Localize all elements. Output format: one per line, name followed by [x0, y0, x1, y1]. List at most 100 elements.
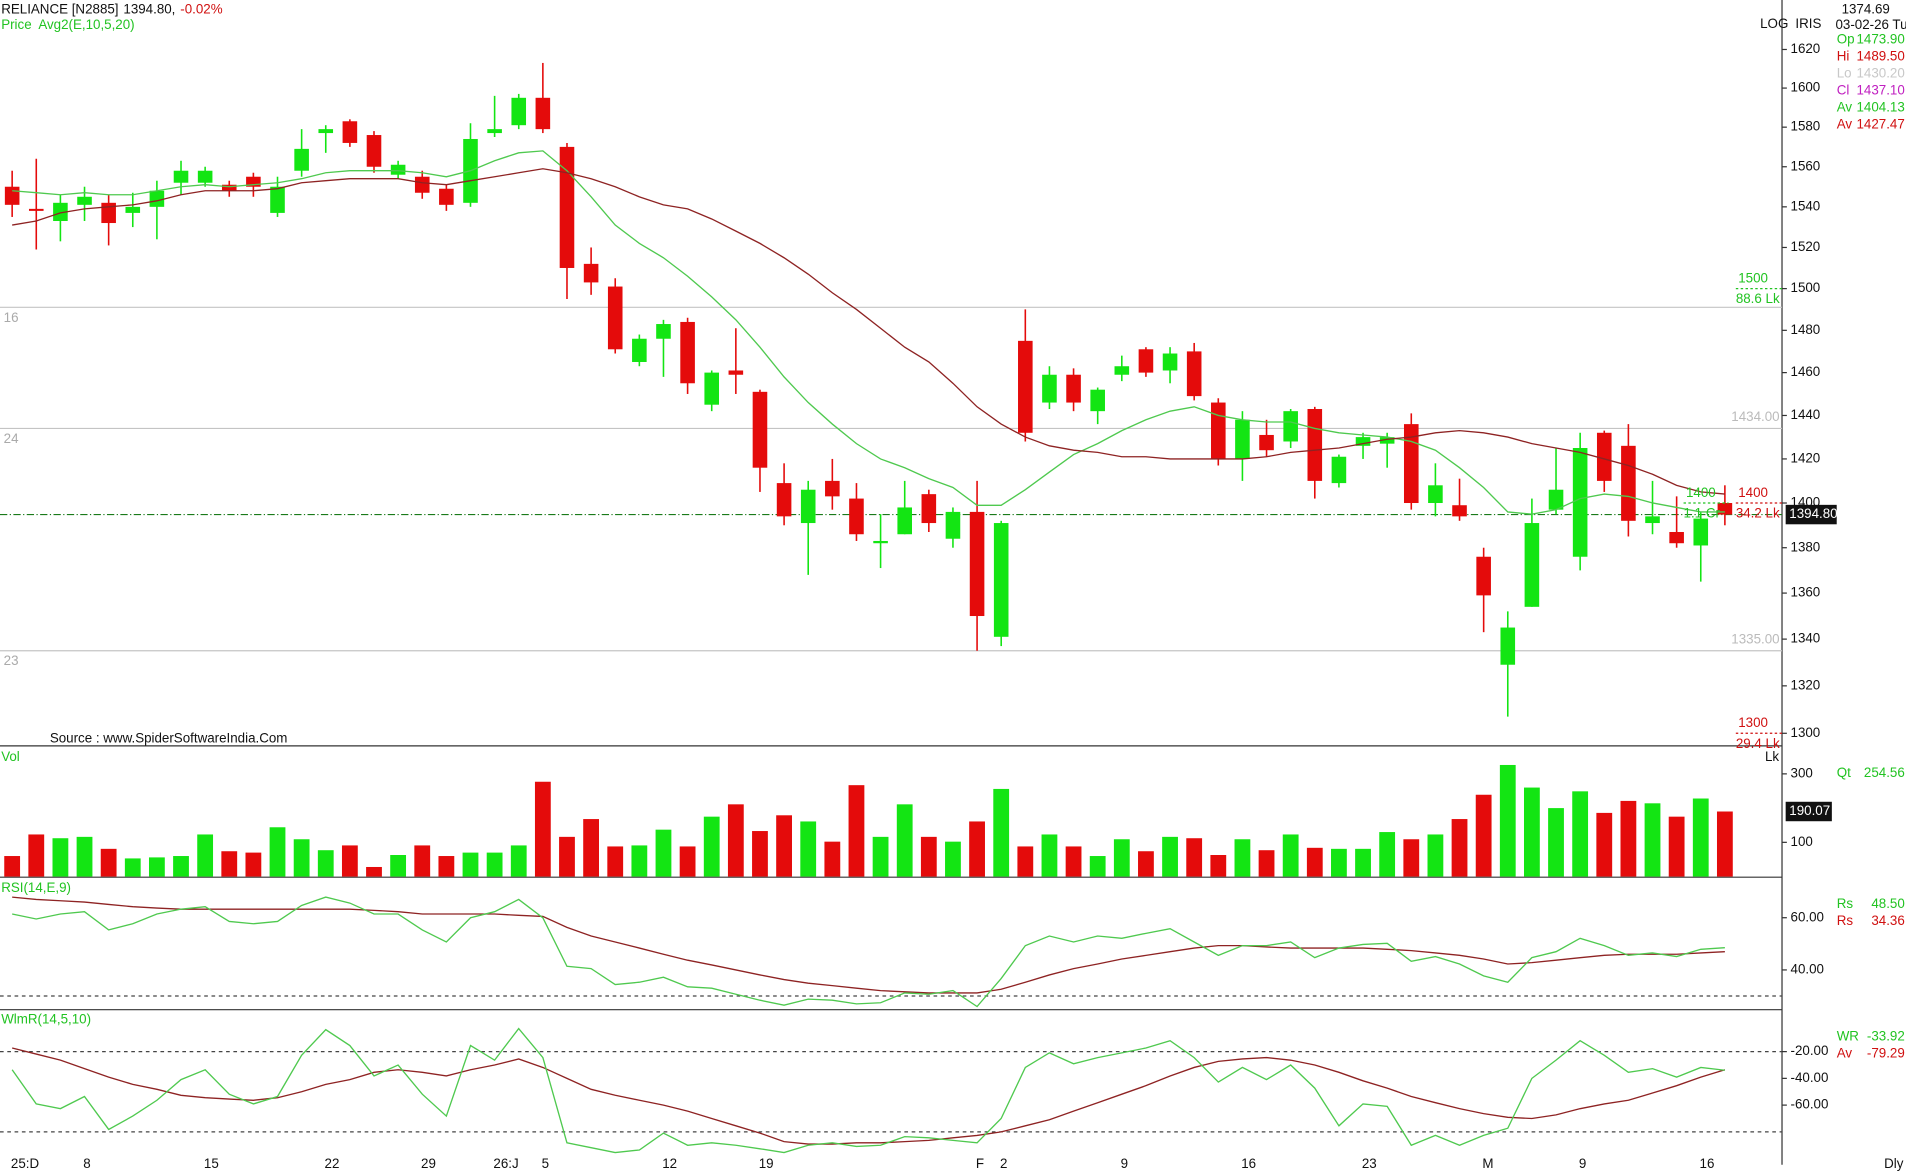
- candle-body: [897, 507, 912, 535]
- candle-body: [439, 188, 454, 205]
- volume-bar: [124, 858, 141, 877]
- volume-bar: [848, 785, 865, 877]
- volume-bar: [1572, 791, 1589, 877]
- candle-body: [1524, 523, 1540, 607]
- level-label: 1335.00: [1731, 631, 1779, 646]
- candle-body: [1235, 419, 1250, 459]
- candle-body: [342, 121, 358, 143]
- y-tick-label: 1600: [1791, 80, 1821, 95]
- volume-bar: [559, 836, 575, 877]
- volume-bar: [390, 855, 407, 877]
- x-tick-label: 19: [759, 1156, 774, 1171]
- candle-body: [1428, 485, 1443, 504]
- last-price-label: 1394.80: [1789, 506, 1837, 521]
- volume-bar: [1162, 836, 1178, 877]
- y-tick-label: 1620: [1791, 41, 1821, 56]
- y-tick-label: 1540: [1791, 198, 1821, 213]
- volume-bar: [1379, 832, 1396, 877]
- candle-body: [704, 372, 720, 405]
- candle-body: [680, 321, 695, 384]
- indicator-line: [11, 1047, 1726, 1145]
- candle-body: [28, 208, 44, 211]
- readout-label: Rs: [1837, 896, 1854, 911]
- volume-bar: [1282, 834, 1299, 877]
- volume-at-price: 1.1 Cr: [1684, 505, 1721, 520]
- candle-body: [1355, 437, 1371, 446]
- scale-label: LOG: [1760, 16, 1788, 31]
- candle-body: [101, 202, 116, 224]
- volume-bar: [655, 829, 672, 877]
- volume-at-price-level: 1400: [1686, 485, 1716, 500]
- volume-at-price: 34.2 Lk: [1736, 505, 1780, 520]
- x-tick-label: 16: [1700, 1156, 1715, 1171]
- volume-bar: [1041, 834, 1058, 877]
- candle-body: [197, 170, 213, 183]
- y-tick-label: 1340: [1791, 631, 1821, 646]
- candle-body: [390, 164, 406, 175]
- x-tick-label: 16: [1241, 1156, 1256, 1171]
- ohlc-value: 1427.47: [1856, 117, 1904, 132]
- ohlc-value: 1437.10: [1856, 83, 1904, 98]
- ohlc-label: Op: [1837, 32, 1855, 47]
- ohlc-value: 1404.13: [1856, 100, 1904, 115]
- volume-bar: [366, 866, 382, 877]
- ohlc-label: Lo: [1837, 66, 1852, 81]
- candle-body: [1669, 531, 1684, 544]
- y-tick-label: 40.00: [1791, 961, 1824, 976]
- volume-bar: [752, 831, 768, 877]
- volume-bar: [462, 852, 479, 877]
- candle-body: [1090, 389, 1105, 412]
- x-tick-label: 8: [83, 1156, 90, 1171]
- volume-bar: [221, 851, 238, 877]
- source: Source : www.SpiderSoftwareIndia.Com: [50, 731, 288, 746]
- candle-body: [414, 176, 430, 193]
- volume-at-price-level: 1500: [1738, 270, 1768, 285]
- y-tick-label: 1440: [1791, 407, 1821, 422]
- y-tick-label: 1520: [1791, 239, 1821, 254]
- level-count: 23: [4, 653, 19, 668]
- ohlc-label: Cl: [1837, 83, 1850, 98]
- periodicity[interactable]: Dly: [1884, 1156, 1904, 1171]
- candle-body: [1186, 351, 1202, 397]
- ohlc-value: 1489.50: [1856, 49, 1904, 64]
- level-label: 1434.00: [1731, 409, 1779, 424]
- volume-bar: [1499, 764, 1516, 877]
- volume-bar: [896, 804, 913, 877]
- x-tick-label: 23: [1362, 1156, 1377, 1171]
- candle-body: [921, 494, 937, 524]
- candle-body: [149, 190, 165, 207]
- y-tick-label: 1380: [1791, 539, 1821, 554]
- candle-body: [945, 511, 961, 539]
- volume-bar: [1065, 846, 1082, 877]
- indicator-legend: Price Avg2(E,10,5,20): [1, 17, 134, 32]
- volume-bar: [76, 836, 93, 877]
- candle-body: [728, 370, 744, 375]
- candle-body: [1452, 505, 1467, 517]
- readout-value: -33.92: [1867, 1029, 1905, 1044]
- x-tick-label: 5: [542, 1156, 549, 1171]
- y-tick-label: 100: [1791, 834, 1813, 849]
- volume-bar: [607, 846, 624, 877]
- volume-bar: [1596, 812, 1613, 877]
- volume-bar: [1306, 847, 1323, 877]
- candle-body: [559, 146, 575, 268]
- volume-bar: [703, 816, 720, 877]
- y-tick-label: -20.00: [1791, 1043, 1829, 1058]
- candle-body: [993, 523, 1009, 637]
- y-tick-label: -60.00: [1791, 1097, 1829, 1112]
- candle-body: [4, 186, 20, 205]
- last-volume-label: 190.07: [1789, 803, 1830, 818]
- volume-bar: [1451, 819, 1468, 877]
- y-tick-label: 1320: [1791, 677, 1821, 692]
- volume-bar: [1716, 811, 1733, 877]
- volume-bar: [679, 846, 696, 877]
- volume-bar: [776, 815, 792, 877]
- candle-body: [825, 480, 840, 497]
- candle-body: [173, 170, 189, 183]
- candle-body: [53, 202, 68, 222]
- y-tick-label: 1560: [1791, 158, 1821, 173]
- x-tick-label: 12: [662, 1156, 677, 1171]
- volume-bar: [173, 856, 189, 877]
- candle-body: [1621, 445, 1636, 521]
- last-price-box: [1785, 504, 1837, 525]
